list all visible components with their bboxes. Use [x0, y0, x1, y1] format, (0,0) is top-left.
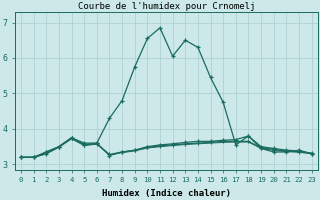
- X-axis label: Humidex (Indice chaleur): Humidex (Indice chaleur): [102, 189, 231, 198]
- Title: Courbe de l'humidex pour Crnomelj: Courbe de l'humidex pour Crnomelj: [78, 2, 255, 11]
